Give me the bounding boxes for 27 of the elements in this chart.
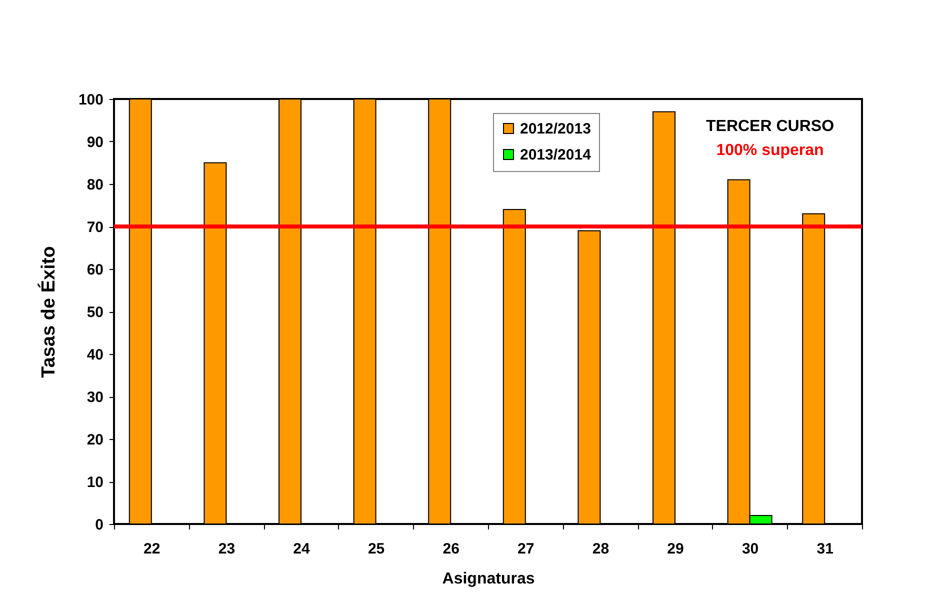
y-tick-label: 80 [86, 176, 104, 194]
y-tick-label: 60 [86, 262, 104, 278]
x-tick-label: 30 [742, 540, 759, 558]
y-tick-label: 30 [86, 389, 104, 406]
x-tick-label: 23 [218, 540, 236, 558]
legend-label: 2013/2014 [520, 146, 592, 164]
annotation: 100% superan [716, 142, 824, 159]
x-tick-label: 27 [518, 540, 534, 558]
x-tick-label: 22 [144, 540, 160, 558]
y-tick-label: 100 [78, 92, 104, 108]
x-tick-label: 29 [667, 540, 684, 558]
x-axis-title: Asignaturas [442, 570, 535, 588]
y-tick-label: 0 [95, 516, 104, 534]
y-tick-label: 40 [86, 346, 104, 364]
x-tick-label: 25 [368, 540, 385, 558]
y-tick-label: 50 [86, 304, 104, 321]
annotation: TERCER CURSO [706, 118, 834, 135]
y-tick-label: 90 [86, 134, 104, 151]
y-tick-label: 20 [86, 432, 104, 448]
x-tick-label: 28 [592, 540, 610, 558]
legend-label: 2012/2013 [520, 120, 591, 138]
x-tick-label: 24 [293, 540, 310, 558]
y-axis-title: Tasas de Éxito [37, 246, 60, 378]
y-tick-label: 70 [86, 219, 104, 236]
y-tick-label: 10 [86, 474, 104, 491]
x-tick-label: 26 [442, 540, 460, 558]
x-tick-label: 31 [816, 540, 834, 558]
